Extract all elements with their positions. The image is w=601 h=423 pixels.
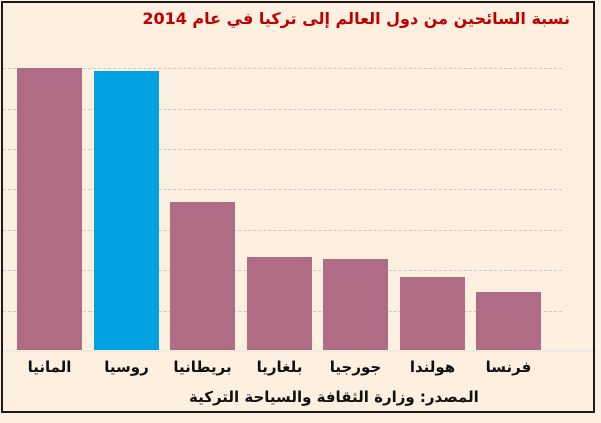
bar-france [476, 292, 541, 351]
source-note: المصدر: وزارة الثقافة والسياحة التركية [189, 388, 589, 406]
chart-title: نسبة السائحين من دول العالم إلى تركيا في… [142, 9, 570, 28]
x-axis-line [3, 350, 597, 352]
x-axis-label-georgia: جورجيا [329, 358, 382, 376]
bar-britain [170, 202, 235, 351]
gridline [3, 109, 562, 110]
x-axis-label-russia: روسيا [104, 358, 149, 376]
gridline [3, 68, 562, 69]
bar-netherlands [400, 277, 465, 351]
x-axis-label-netherlands: هولندا [409, 358, 456, 376]
gridline [3, 189, 562, 190]
x-axis-label-britain: بريطانيا [173, 358, 232, 376]
gridline [3, 149, 562, 150]
bar-russia [94, 71, 159, 351]
x-axis-label-france: فرنسا [485, 358, 532, 376]
x-axis-label-germany: المانيا [27, 358, 72, 376]
x-axis-label-bulgaria: بلغاريا [256, 358, 303, 376]
gridline [3, 230, 562, 231]
bar-germany [17, 68, 82, 351]
bar-georgia [323, 259, 388, 351]
source-note-text: المصدر: وزارة الثقافة والسياحة التركية [189, 388, 479, 406]
bar-bulgaria [247, 257, 312, 351]
